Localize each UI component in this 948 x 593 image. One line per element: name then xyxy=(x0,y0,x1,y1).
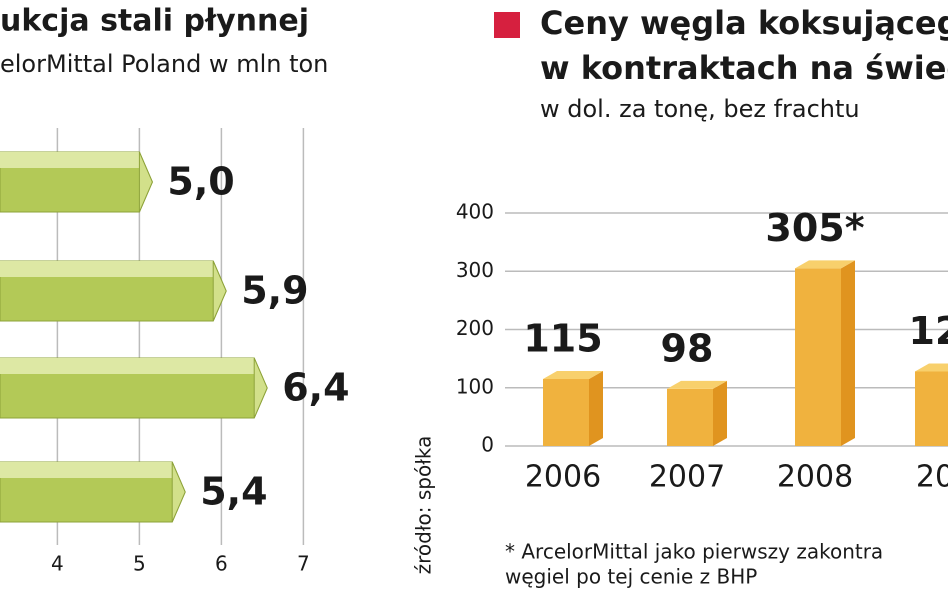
value-label: 305* xyxy=(765,206,864,250)
bar-side xyxy=(841,260,855,446)
bar-top xyxy=(667,380,727,389)
bar-tip xyxy=(171,461,186,523)
bar-highlight xyxy=(0,152,146,168)
bar-highlight xyxy=(0,462,179,478)
bar-top xyxy=(795,260,855,269)
right-subtitle: w dol. za tonę, bez frachtu xyxy=(540,95,860,123)
value-label: 98 xyxy=(661,326,714,370)
x-tick-label: 4 xyxy=(51,552,64,576)
bar xyxy=(795,268,841,446)
bar-tip xyxy=(138,151,153,213)
x-tick-label: 5 xyxy=(133,552,146,576)
x-tick-label: 7 xyxy=(297,552,310,576)
legend-marker xyxy=(494,12,520,38)
value-label: 6,4 xyxy=(282,366,349,410)
left-title: ukcja stali płynnej xyxy=(0,4,309,39)
bar-top xyxy=(543,371,603,380)
y-tick-label: 400 xyxy=(456,200,494,224)
y-tick-label: 200 xyxy=(456,316,494,340)
x-tick-label: 6 xyxy=(215,552,228,576)
x-tick-label: 2007 xyxy=(649,460,725,495)
bar-top xyxy=(915,363,948,372)
right-title: w kontraktach na świec xyxy=(540,49,948,87)
bar xyxy=(667,388,713,446)
footnote: węgiel po tej cenie z BHP xyxy=(505,565,757,589)
footnote: * ArcelorMittal jako pierwszy zakontra xyxy=(505,540,883,564)
bar xyxy=(543,379,589,446)
x-tick-label: 2006 xyxy=(525,460,601,495)
y-tick-label: 0 xyxy=(481,433,494,457)
value-label: 12 xyxy=(909,309,948,353)
value-label: 5,0 xyxy=(167,160,234,204)
x-tick-label: 2008 xyxy=(777,460,853,495)
bar-side xyxy=(713,380,727,446)
y-tick-label: 100 xyxy=(456,374,494,398)
bar-tip xyxy=(253,357,268,419)
source: źródło: spółka xyxy=(412,436,436,575)
bar-highlight xyxy=(0,358,261,374)
value-label: 5,9 xyxy=(241,269,308,313)
right-title: Ceny węgla koksująceg xyxy=(540,4,948,42)
bar-highlight xyxy=(0,261,220,277)
bar xyxy=(915,371,948,446)
left-subtitle: elorMittal Poland w mln ton xyxy=(0,50,328,78)
bar-side xyxy=(589,371,603,446)
y-tick-label: 300 xyxy=(456,258,494,282)
value-label: 5,4 xyxy=(200,470,267,514)
bar-tip xyxy=(212,260,227,322)
x-tick-label: 20 xyxy=(916,460,948,495)
value-label: 115 xyxy=(523,317,602,361)
